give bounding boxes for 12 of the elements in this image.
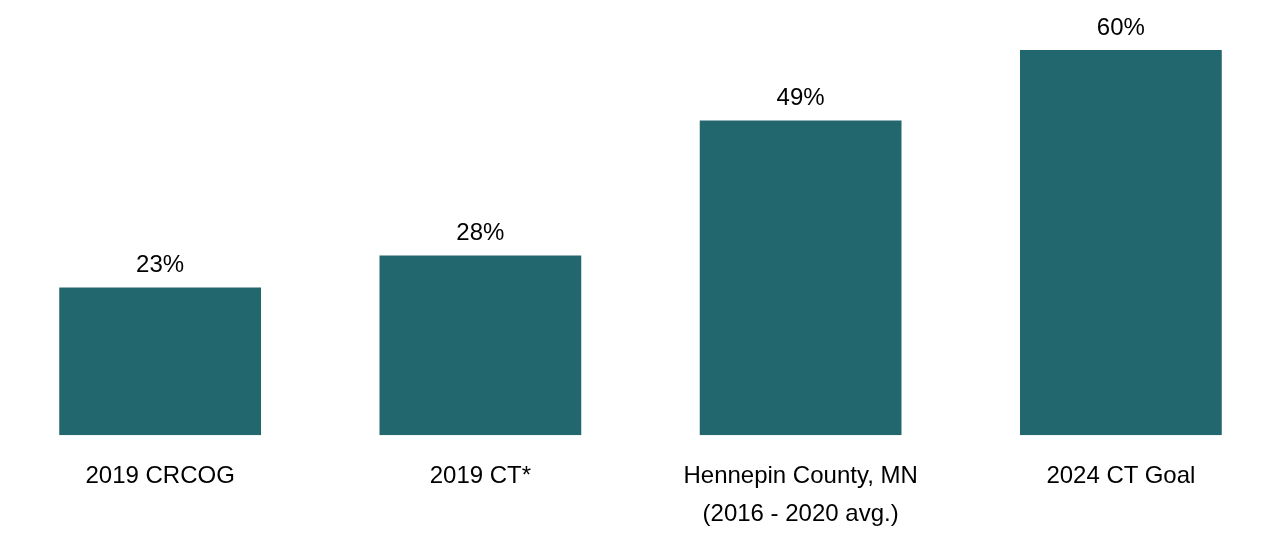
bar bbox=[379, 255, 582, 436]
x-tick-label: 2024 CT Goal bbox=[1046, 461, 1196, 489]
x-tick-label: Hennepin County, MN (2016 - 2020 avg.) bbox=[683, 461, 918, 527]
bar bbox=[1020, 50, 1222, 436]
data-label: 28% bbox=[456, 218, 505, 246]
data-label: 49% bbox=[776, 83, 825, 111]
x-tick-label: 2019 CT* bbox=[429, 461, 532, 489]
x-tick-label: 2019 CRCOG bbox=[85, 461, 235, 489]
bar bbox=[699, 120, 902, 436]
data-label: 60% bbox=[1096, 12, 1145, 40]
data-label: 23% bbox=[136, 250, 185, 278]
bar bbox=[59, 287, 261, 436]
